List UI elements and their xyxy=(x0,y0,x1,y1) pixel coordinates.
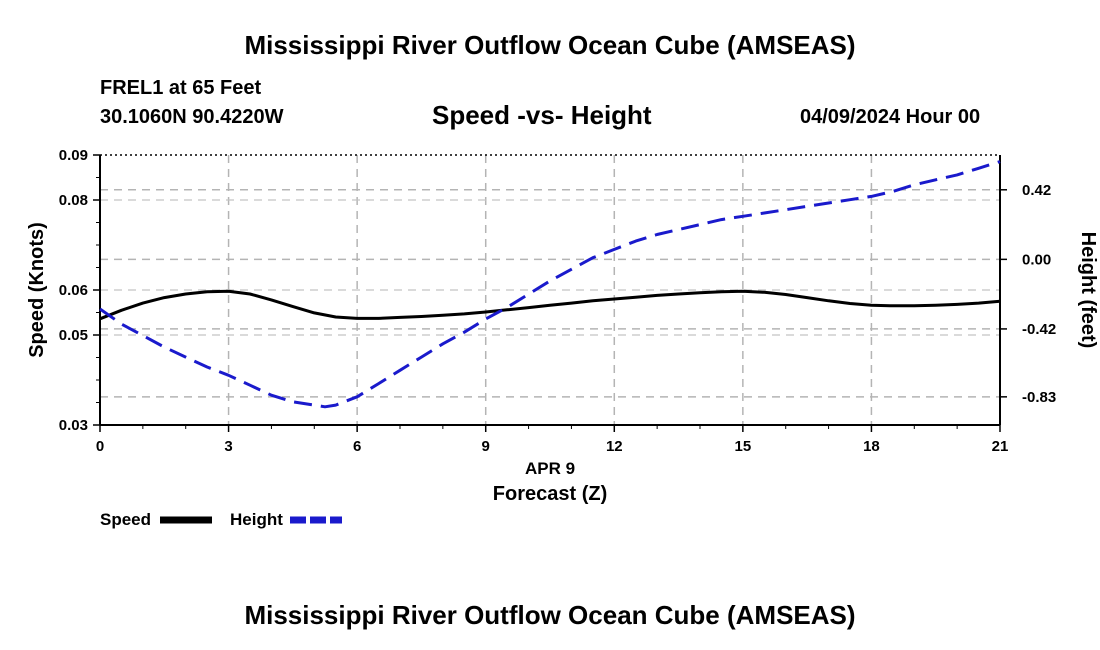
main-title: Mississippi River Outflow Ocean Cube (AM… xyxy=(244,30,856,60)
y-right-tick-label: -0.83 xyxy=(1022,389,1056,406)
y-right-tick-label: 0.00 xyxy=(1022,251,1051,268)
station-label: FREL1 at 65 Feet xyxy=(100,77,262,99)
x-tick-label: 6 xyxy=(353,438,361,455)
y-left-tick-label: 0.08 xyxy=(59,192,88,209)
x-tick-label: 9 xyxy=(482,438,490,455)
height-series-line xyxy=(99,160,1001,409)
y-right-tick-label: 0.42 xyxy=(1022,182,1051,199)
x-tick-label: 21 xyxy=(992,438,1009,455)
y-left-axis-title: Speed (Knots) xyxy=(26,222,48,358)
x-tick-label: 15 xyxy=(735,438,752,455)
legend-height-label: Height xyxy=(230,510,283,529)
y-right-axis-title: Height (feet) xyxy=(1077,232,1099,349)
station-coordinates: 30.1060N 90.4220W xyxy=(100,106,284,128)
y-right-tick-label: -0.42 xyxy=(1022,321,1056,338)
x-tick-label: 18 xyxy=(863,438,880,455)
x-date-label: APR 9 xyxy=(525,459,575,478)
x-tick-label: 0 xyxy=(96,438,104,455)
forecast-datetime: 04/09/2024 Hour 00 xyxy=(800,106,981,128)
y-left-tick-label: 0.03 xyxy=(59,417,88,434)
x-tick-label: 3 xyxy=(224,438,232,455)
chart-subtitle: Speed -vs- Height xyxy=(432,100,652,130)
x-tick-label: 12 xyxy=(606,438,623,455)
footer-title: Mississippi River Outflow Ocean Cube (AM… xyxy=(244,600,856,630)
y-left-tick-label: 0.06 xyxy=(59,282,88,299)
speed-series-line xyxy=(99,289,1001,321)
y-left-tick-label: 0.05 xyxy=(59,327,88,344)
x-axis-title: Forecast (Z) xyxy=(493,483,607,505)
legend-speed-label: Speed xyxy=(100,510,151,529)
y-left-tick-label: 0.09 xyxy=(59,147,88,164)
